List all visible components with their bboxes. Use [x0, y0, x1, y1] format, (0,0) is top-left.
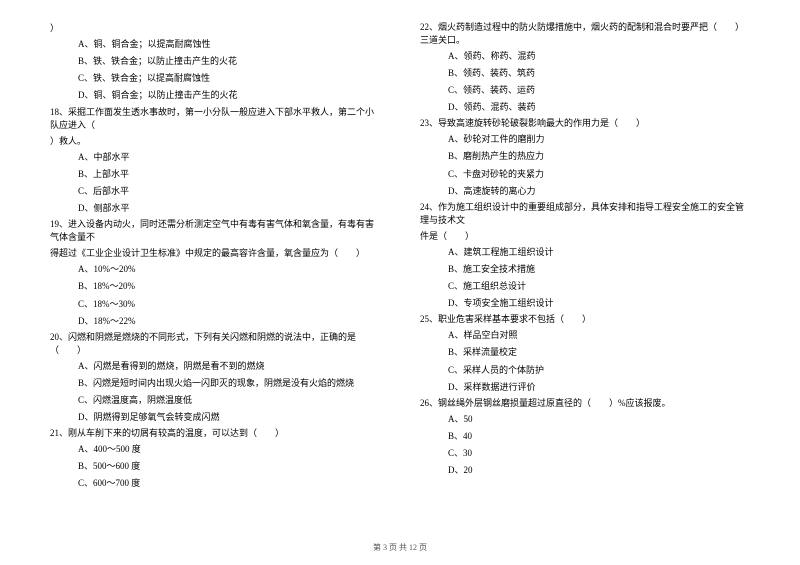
- q17-continuation: ）: [50, 20, 380, 36]
- q18-text: 18、采掘工作面发生透水事故时，第一小分队一般应进入下部水平救人，第二个小队应进…: [50, 105, 380, 131]
- q19-option-d: D、18%～22%: [50, 313, 380, 330]
- q22-text: 22、烟火药制造过程中的防火防爆措施中，烟火药的配制和混合时要严把（ ）三道关口…: [420, 20, 750, 46]
- q24-option-a: A、建筑工程施工组织设计: [420, 244, 750, 261]
- q18-option-b: B、上部水平: [50, 166, 380, 183]
- q17-option-b: B、铁、铁合金；以防止撞击产生的火花: [50, 53, 380, 70]
- q24-option-d: D、专项安全施工组织设计: [420, 295, 750, 312]
- q17-option-a: A、铜、铜合金；以提高耐腐蚀性: [50, 36, 380, 53]
- q18-option-c: C、后部水平: [50, 183, 380, 200]
- q25-text: 25、职业危害采样基本要求不包括（ ）: [420, 312, 750, 325]
- q21-option-c: C、600～700 度: [50, 475, 380, 492]
- q19-text2: 得超过《工业企业设计卫生标准》中规定的最高容许含量，氧含量应为（ ）: [50, 245, 380, 261]
- q26-option-d: D、20: [420, 462, 750, 479]
- q25-option-d: D、采样数据进行评价: [420, 379, 750, 396]
- q23-option-a: A、砂轮对工件的磨削力: [420, 131, 750, 148]
- q25-option-a: A、样品空白对照: [420, 327, 750, 344]
- q26-option-a: A、50: [420, 411, 750, 428]
- q20-option-b: B、闪燃是短时间内出现火焰一闪即灭的现象，阴燃是没有火焰的燃烧: [50, 375, 380, 392]
- q21-option-a: A、400～500 度: [50, 441, 380, 458]
- left-column: ） A、铜、铜合金；以提高耐腐蚀性 B、铁、铁合金；以防止撞击产生的火花 C、铁…: [40, 20, 400, 535]
- q23-option-c: C、卡盘对砂轮的夹紧力: [420, 166, 750, 183]
- q26-option-b: B、40: [420, 428, 750, 445]
- q21-text: 21、刚从车削下来的切屑有较高的温度，可以达到（ ）: [50, 426, 380, 439]
- q19-option-b: B、18%～20%: [50, 278, 380, 295]
- q25-option-b: B、采样流量校定: [420, 344, 750, 361]
- q18-option-a: A、中部水平: [50, 149, 380, 166]
- q23-option-b: B、磨削热产生的热应力: [420, 148, 750, 165]
- q26-text: 26、钢丝绳外层钢丝磨损量超过原直径的（ ）%应该报废。: [420, 396, 750, 409]
- q19-option-c: C、18%～30%: [50, 296, 380, 313]
- q19-option-a: A、10%～20%: [50, 261, 380, 278]
- q22-option-d: D、领药、混药、装药: [420, 99, 750, 116]
- q21-option-b: B、500～600 度: [50, 458, 380, 475]
- q24-text: 24、作为施工组织设计中的重要组成部分，具体安排和指导工程安全施工的安全管理与技…: [420, 200, 750, 226]
- q20-option-d: D、阴燃得到足够氧气会转变成闪燃: [50, 409, 380, 426]
- q24-option-b: B、施工安全技术措施: [420, 261, 750, 278]
- page-footer: 第 3 页 共 12 页: [0, 542, 800, 553]
- right-column: 22、烟火药制造过程中的防火防爆措施中，烟火药的配制和混合时要严把（ ）三道关口…: [400, 20, 760, 535]
- q17-option-c: C、铁、铁合金；以提高耐腐蚀性: [50, 70, 380, 87]
- q22-option-c: C、领药、装药、运药: [420, 82, 750, 99]
- q20-option-a: A、闪燃是看得到的燃烧，阴燃是看不到的燃烧: [50, 358, 380, 375]
- q19-text: 19、进入设备内动火，同时还需分析测定空气中有毒有害气体和氧含量，有毒有害气体含…: [50, 217, 380, 243]
- q23-option-d: D、高速旋转的离心力: [420, 183, 750, 200]
- q18-option-d: D、侧部水平: [50, 200, 380, 217]
- q18-text2: ）救人。: [50, 133, 380, 149]
- q24-option-c: C、施工组织总设计: [420, 278, 750, 295]
- q20-text: 20、闪燃和阴燃是燃烧的不同形式，下列有关闪燃和阴燃的说法中，正确的是（ ）: [50, 330, 380, 356]
- q26-option-c: C、30: [420, 445, 750, 462]
- q22-option-a: A、领药、称药、混药: [420, 48, 750, 65]
- q24-text2: 件是（ ）: [420, 228, 750, 244]
- q23-text: 23、导致高速旋转砂轮破裂影响最大的作用力是（ ）: [420, 116, 750, 129]
- q17-option-d: D、铜、铜合金；以防止撞击产生的火花: [50, 87, 380, 104]
- q20-option-c: C、闪燃温度高，阴燃温度低: [50, 392, 380, 409]
- q22-option-b: B、领药、装药、筑药: [420, 65, 750, 82]
- q25-option-c: C、采样人员的个体防护: [420, 362, 750, 379]
